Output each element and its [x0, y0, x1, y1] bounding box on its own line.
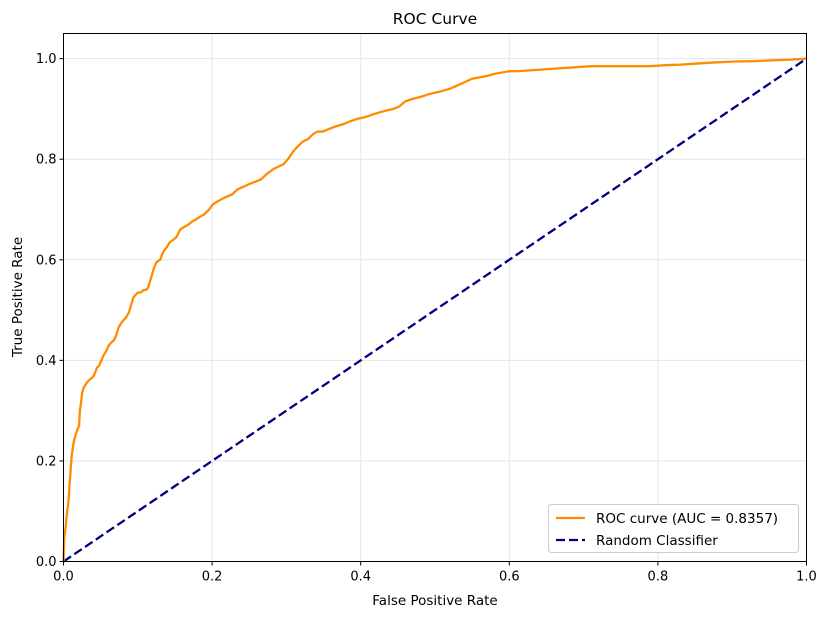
- random-classifier-line: [62, 57, 808, 563]
- x-axis-title: False Positive Rate: [372, 593, 497, 609]
- y-tick-label: 0.2: [36, 454, 57, 469]
- legend-box: [548, 504, 799, 553]
- chart-title: ROC Curve: [393, 10, 477, 28]
- x-tick-label: 0.0: [53, 570, 74, 585]
- legend-label: ROC curve (AUC = 0.8357): [596, 511, 778, 527]
- y-tick-label: 1.0: [36, 52, 57, 67]
- x-tick-label: 0.8: [648, 570, 669, 585]
- y-axis-title: True Positive Rate: [10, 237, 26, 358]
- x-tick-label: 0.6: [499, 570, 520, 585]
- legend: ROC curve (AUC = 0.8357) Random Classifie…: [548, 504, 799, 553]
- y-tick-label: 0.0: [36, 555, 57, 570]
- x-tick-label: 1.0: [796, 570, 817, 585]
- grid-layer: [63, 33, 807, 562]
- x-tick-label: 0.4: [350, 570, 371, 585]
- legend-label: Random Classifier: [596, 533, 718, 549]
- y-tick-label: 0.6: [36, 253, 57, 268]
- roc-curve-line: [62, 57, 807, 562]
- x-tick-label: 0.2: [202, 570, 223, 585]
- tick-layer: 0.0 0.2 0.4 0.6 0.8 1.0 0.0 0.2 0.4 0.6 0.8 1.0: [36, 52, 817, 584]
- y-tick-label: 0.8: [36, 153, 57, 168]
- y-tick-label: 0.4: [36, 354, 57, 369]
- series-layer: [62, 57, 808, 563]
- plot-frame: [63, 33, 807, 562]
